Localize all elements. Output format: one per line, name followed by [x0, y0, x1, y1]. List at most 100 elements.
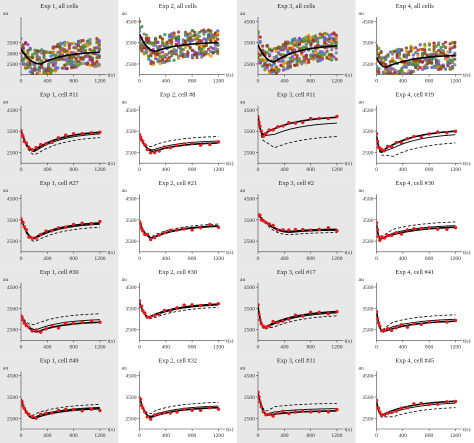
- measured-data-point: [258, 395, 261, 399]
- measured-data-point: [157, 233, 161, 237]
- measured-data-point: [21, 220, 25, 225]
- cell-data-point: [188, 32, 192, 36]
- cell-data-point: [325, 49, 329, 53]
- cell-data-point: [441, 49, 445, 53]
- cell-data-point: [384, 76, 387, 79]
- reference-curve: [21, 217, 100, 240]
- x-tick-label: 1200: [450, 256, 461, 262]
- cell-data-point: [216, 29, 220, 33]
- y-tick-label: 3500: [7, 395, 18, 401]
- cell-data-point: [384, 79, 387, 82]
- measured-data-point: [259, 321, 263, 326]
- measured-data-point: [44, 411, 48, 415]
- measured-data-point: [382, 328, 387, 332]
- reference-curve: [258, 115, 337, 137]
- cell-data-point: [21, 46, 25, 50]
- measured-data-point: [80, 132, 84, 136]
- reference-curve: [21, 398, 100, 418]
- cell-data-point: [274, 65, 279, 69]
- measured-data-point: [378, 238, 382, 242]
- cell-data-point: [144, 33, 149, 37]
- reference-curve: [258, 392, 337, 415]
- x-tick-label: 800: [188, 256, 197, 262]
- cell-data-point: [443, 40, 448, 44]
- cell-data-point: [147, 36, 151, 40]
- panel: Exp 3, cell #2 au 2500 3500 4500 0 400 800 1200t…: [237, 177, 356, 266]
- panel: Exp 1, cell #49 au 2500 3500 4500 0 400 800 1200…: [0, 354, 119, 443]
- cell-data-point: [21, 54, 23, 58]
- measured-data-point: [276, 320, 280, 325]
- cell-data-point: [453, 40, 457, 44]
- measured-data-point: [24, 410, 28, 414]
- cell-data-point: [56, 66, 60, 70]
- y-tick-label: 3500: [7, 41, 18, 47]
- cell-data-point: [304, 42, 308, 47]
- x-tick-label: 400: [162, 167, 171, 173]
- cell-data-point: [90, 58, 94, 63]
- measured-data-point: [258, 400, 262, 404]
- cell-data-point: [397, 53, 402, 57]
- measured-data-point: [264, 131, 268, 136]
- x-tick-label: 800: [69, 433, 78, 439]
- y-axis-label: au: [3, 100, 8, 106]
- measured-data-point: [435, 319, 440, 323]
- cell-data-point: [167, 56, 172, 60]
- cell-data-point: [300, 51, 304, 55]
- cell-data-point: [216, 47, 220, 52]
- y-tick-label: 3500: [7, 218, 18, 224]
- cell-data-point: [30, 72, 35, 75]
- cell-data-point: [407, 53, 411, 57]
- y-axis-label: au: [122, 188, 127, 194]
- cell-data-point: [391, 75, 394, 78]
- plot-area: [376, 398, 458, 418]
- y-tick-label: 3500: [244, 41, 255, 47]
- cell-data-point: [379, 49, 383, 54]
- measured-data-point: [157, 312, 161, 317]
- y-tick-label: 2500: [244, 62, 255, 68]
- measured-data-point: [261, 134, 265, 138]
- measured-data-point: [261, 409, 265, 414]
- cell-data-point: [288, 64, 292, 68]
- cell-data-point: [76, 54, 81, 58]
- cell-data-point: [149, 53, 153, 57]
- measured-data-point: [445, 400, 449, 404]
- measured-data-point: [148, 151, 153, 155]
- measured-data-point: [64, 225, 68, 229]
- cell-data-point: [277, 45, 281, 50]
- cell-data-point: [216, 50, 220, 54]
- reference-curve: [376, 134, 456, 153]
- cell-data-point: [295, 39, 299, 43]
- cell-data-point: [430, 58, 434, 63]
- y-tick-label: 2500: [125, 416, 136, 422]
- x-axis-label: t(s): [345, 72, 353, 79]
- x-tick-label: 1200: [331, 79, 342, 85]
- cell-data-point: [432, 44, 436, 48]
- cell-model-curve: [139, 221, 219, 239]
- cell-data-point: [213, 35, 218, 39]
- cell-data-point: [151, 60, 155, 64]
- x-tick-label: 0: [20, 167, 23, 173]
- cell-data-point: [258, 29, 260, 34]
- measured-data-point: [271, 223, 275, 228]
- cell-data-point: [181, 48, 185, 52]
- cell-data-point: [295, 54, 299, 58]
- cell-data-point: [416, 53, 420, 57]
- cell-data-point: [177, 30, 181, 34]
- cell-data-point: [387, 74, 389, 75]
- measured-data-point: [141, 139, 145, 144]
- y-tick-label: 2500: [362, 239, 373, 245]
- population-prediction-curve: [376, 401, 456, 418]
- cell-data-point: [265, 51, 269, 55]
- measured-data-point: [64, 407, 68, 412]
- y-tick-label: 3500: [7, 306, 18, 312]
- measured-data-point: [175, 306, 179, 310]
- measured-data-point: [427, 226, 431, 230]
- cell-data-point: [407, 69, 411, 73]
- x-tick-label: 400: [399, 256, 408, 262]
- measured-data-point: [141, 309, 145, 313]
- cell-data-point: [195, 55, 199, 60]
- measured-data-point: [385, 233, 390, 238]
- cell-data-point: [63, 49, 67, 53]
- measured-data-point: [152, 235, 157, 240]
- population-prediction-curve: [139, 301, 219, 320]
